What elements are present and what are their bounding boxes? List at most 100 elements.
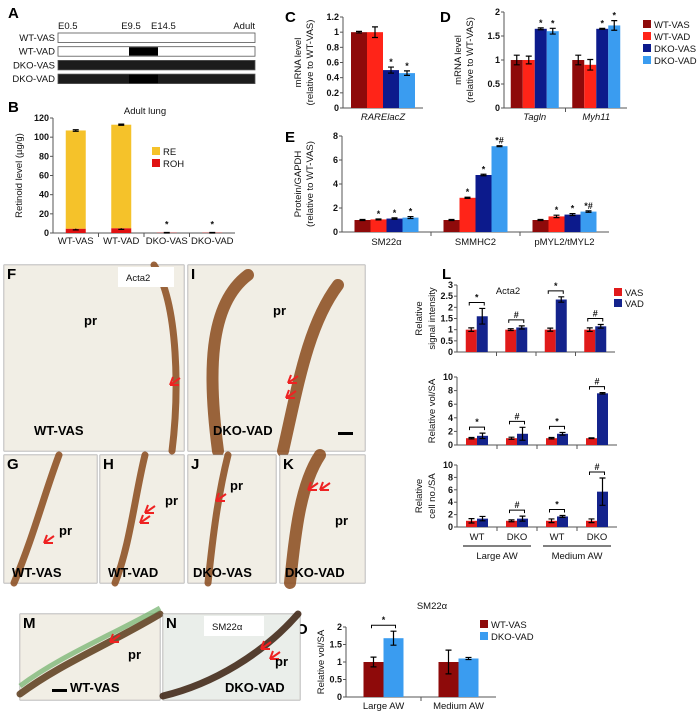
- significance-bracket: [589, 386, 605, 390]
- error-bar: [559, 514, 566, 518]
- red-arrow-icon: [144, 504, 156, 514]
- bar-dko-vas: [596, 28, 609, 108]
- error-bar: [356, 30, 362, 34]
- y-axis-label: (relative to WT-VAS): [305, 20, 316, 106]
- y-tick-label: 4: [333, 179, 338, 189]
- group-label: Large AW: [476, 551, 517, 562]
- error-bar: [468, 436, 475, 440]
- lumen-label: pr: [165, 493, 178, 508]
- bar-vad: [476, 316, 488, 352]
- panel-label: J: [191, 456, 199, 473]
- bar-dko-vas: [383, 70, 399, 108]
- bar-vas: [546, 520, 557, 527]
- x-category-label: Tagln: [523, 112, 546, 123]
- error-bar: [496, 145, 503, 148]
- y-tick-label: 1: [448, 325, 453, 335]
- bar-dko-vad: [580, 211, 597, 232]
- bar-vad: [555, 299, 567, 352]
- error-bar: [519, 515, 526, 522]
- significance-mark: #: [594, 462, 599, 472]
- panel-label: L: [442, 266, 451, 283]
- significance-bracket: [371, 624, 396, 629]
- bar-vas: [544, 329, 556, 352]
- chart-l2: 0 2 4 6 8 10 Relative vol/SA * # * #: [427, 372, 617, 450]
- bar-wt-vad: [584, 64, 597, 108]
- bar-wt-vad: [459, 197, 476, 232]
- bar-wt-vas: [532, 220, 549, 232]
- error-bar: [465, 656, 472, 661]
- bar-wt-vas: [351, 32, 367, 108]
- error-bar: [599, 392, 606, 395]
- significance-mark: *: [555, 416, 559, 426]
- panel-label: A: [8, 5, 19, 22]
- significance-mark: *: [551, 18, 555, 28]
- legend-label: DKO-VAD: [491, 632, 534, 643]
- bar-wt-vad: [367, 32, 383, 108]
- bar-wt-vas: [363, 662, 384, 697]
- chart-b: B 0 20 40 60 80 100 120 Retinoid level (µg/g) Adu…: [8, 99, 235, 247]
- x-category-label: WT: [470, 532, 485, 543]
- panel-label: F: [7, 266, 16, 283]
- y-axis-label: signal intensity: [427, 287, 438, 350]
- y-axis-label: Relative vol/SA: [316, 629, 327, 694]
- y-tick-label: 0.8: [326, 42, 339, 52]
- error-bar: [404, 70, 410, 76]
- x-category-label: WT-VAS: [58, 236, 94, 247]
- y-axis-label: mRNA level: [453, 35, 464, 85]
- bar-vad: [595, 326, 607, 352]
- x-category-label: Large AW: [363, 701, 404, 712]
- legend-swatch: [643, 44, 651, 52]
- panel-label: M: [23, 615, 36, 632]
- bar-dko-vad: [399, 73, 415, 108]
- significance-mark: *: [539, 18, 543, 28]
- red-arrow-icon: [319, 481, 331, 491]
- bar-wt-vas: [354, 220, 371, 232]
- y-tick-label: 2.5: [440, 291, 453, 301]
- significance-bracket: [587, 318, 604, 322]
- x-category-label: RARElacZ: [361, 112, 407, 123]
- legend-label: RE: [163, 147, 176, 158]
- error-bar: [464, 196, 471, 199]
- bar-dko-vad: [491, 146, 508, 232]
- timepoint-label: E9.5: [121, 21, 141, 32]
- error-bar: [548, 518, 555, 524]
- bar-dko-vas: [534, 28, 547, 108]
- red-arrow-icon: [307, 481, 319, 491]
- x-category-label: WT: [550, 532, 565, 543]
- error-bar: [599, 27, 606, 30]
- lumen-area: [4, 265, 184, 451]
- bar-vas: [465, 329, 477, 352]
- error-bar: [518, 325, 525, 330]
- x-category-label: SM22α: [371, 237, 402, 248]
- error-bar: [507, 328, 514, 332]
- legend-label: WT-VAD: [654, 32, 690, 43]
- error-bar: [508, 436, 515, 440]
- error-bar: [163, 231, 170, 234]
- significance-bracket: [509, 509, 525, 514]
- y-axis-label: mRNA level: [293, 38, 304, 88]
- y-tick-label: 2: [337, 622, 342, 632]
- significance-bracket: [549, 425, 565, 430]
- legend-label: WT-VAS: [491, 620, 527, 631]
- significance-mark: *#: [584, 201, 593, 211]
- significance-mark: *: [475, 417, 479, 427]
- significance-bracket: [547, 290, 564, 294]
- significance-bracket: [589, 471, 605, 476]
- bar-vas: [505, 329, 517, 352]
- bar-vas: [506, 520, 517, 527]
- x-category-label: Myh11: [582, 112, 610, 123]
- stain-label-box: [118, 267, 174, 287]
- vad-window: [129, 47, 158, 56]
- stain-label-box: [204, 616, 264, 636]
- error-bar: [569, 213, 576, 217]
- y-tick-label: 0: [495, 103, 500, 113]
- significance-mark: *: [405, 61, 409, 71]
- y-tick-label: 1: [495, 55, 500, 65]
- bar-vad: [557, 433, 568, 445]
- chart-l1: L 00.511.5 22.53 Relative signal intensity Ac…: [414, 266, 644, 357]
- x-category-label: DKO-VAS: [146, 236, 188, 247]
- histology-panel-m: Mpr WT-VAS: [16, 605, 164, 701]
- y-tick-label: 0.5: [329, 675, 342, 685]
- x-category-label: SMMHC2: [455, 237, 496, 248]
- chart-title: Adult lung: [124, 106, 166, 117]
